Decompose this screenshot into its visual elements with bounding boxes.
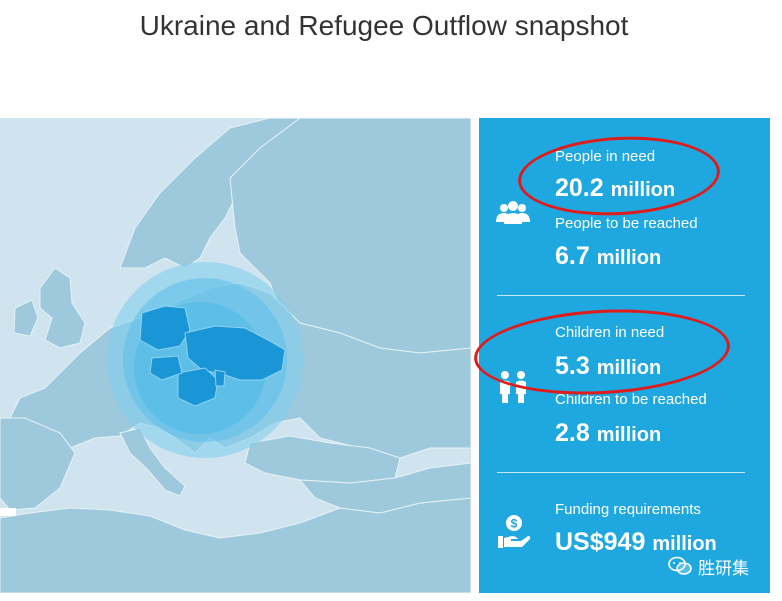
land-middle-east <box>298 462 471 514</box>
highlight-moldova <box>214 369 226 387</box>
page-title: Ukraine and Refugee Outflow snapshot <box>139 10 629 41</box>
children-to-be-reached-value: 2.8 million <box>555 419 661 448</box>
children-to-be-reached-number: 2.8 <box>555 419 590 447</box>
people-in-need-number: 20.2 <box>555 174 604 202</box>
people-to-be-reached-unit: million <box>596 247 662 269</box>
wechat-icon <box>668 556 692 575</box>
map-marker <box>0 508 16 516</box>
children-to-be-reached-label: Children to be reached <box>555 391 707 408</box>
children-in-need-unit: million <box>596 357 662 379</box>
land-north-africa <box>0 497 471 593</box>
children-to-be-reached-unit: million <box>596 424 662 446</box>
watermark-text: 胜研集 <box>698 558 749 579</box>
funding-requirements-number: US$949 <box>555 528 646 556</box>
funding-requirements-value: US$949 million <box>555 528 717 557</box>
map-graphic <box>0 118 471 593</box>
svg-text:$: $ <box>511 517 518 531</box>
people-in-need-unit: million <box>610 179 676 201</box>
watermark: 胜研集 <box>668 551 749 581</box>
children-in-need-number: 5.3 <box>555 352 590 380</box>
stats-panel: People in need 20.2 million People to be… <box>479 118 770 593</box>
land-iberia <box>0 417 76 511</box>
funding-requirements-unit: million <box>652 533 717 555</box>
divider <box>497 472 745 473</box>
children-icon <box>500 371 526 403</box>
land-ireland <box>13 299 39 337</box>
land-italy <box>119 427 186 497</box>
europe-map <box>0 118 471 593</box>
children-in-need-value: 5.3 million <box>555 352 661 381</box>
funding-requirements-label: Funding requirements <box>555 501 701 518</box>
children-in-need-label: Children in need <box>555 324 665 341</box>
divider <box>497 295 745 296</box>
highlight-hungary <box>149 355 183 381</box>
highlight-romania <box>177 367 219 407</box>
land-uk <box>39 267 86 349</box>
highlight-ukraine <box>184 325 286 381</box>
people-group-icon <box>496 201 530 224</box>
people-in-need-label: People in need <box>555 148 656 165</box>
people-to-be-reached-label: People to be reached <box>555 215 698 232</box>
highlight-poland <box>139 305 191 351</box>
people-to-be-reached-number: 6.7 <box>555 242 590 270</box>
people-to-be-reached-value: 6.7 million <box>555 242 661 271</box>
funding-hand-icon: $ <box>498 515 531 548</box>
people-in-need-value: 20.2 million <box>555 174 675 203</box>
